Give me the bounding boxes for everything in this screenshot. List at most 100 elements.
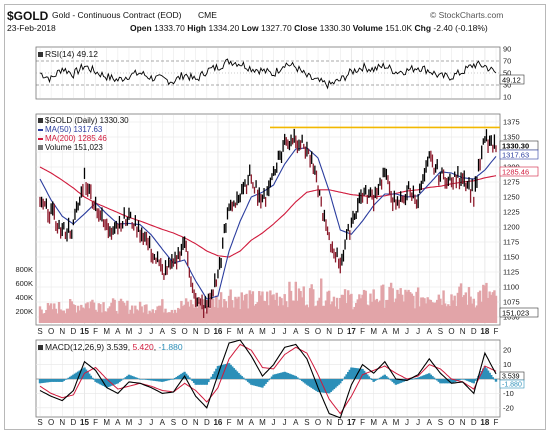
macd-histogram-bar bbox=[65, 378, 69, 380]
macd-histogram-bar bbox=[285, 372, 288, 379]
volume-bar bbox=[404, 289, 407, 323]
price-badge: 1330.30 bbox=[502, 142, 529, 151]
macd-histogram-bar bbox=[278, 373, 282, 379]
macd-x-tick-label: A bbox=[427, 418, 433, 427]
volume-bar bbox=[351, 309, 355, 323]
volume-bar bbox=[43, 313, 46, 323]
volume-bar bbox=[224, 301, 228, 323]
volume-bar bbox=[80, 304, 83, 323]
volume-bar bbox=[250, 294, 253, 323]
macd-histogram-bar bbox=[231, 366, 234, 379]
macd-histogram-bar bbox=[213, 371, 216, 379]
macd-histogram-bar bbox=[235, 371, 239, 379]
symbol-title: $GOLD bbox=[7, 9, 49, 23]
macd-histogram-bar bbox=[377, 378, 380, 380]
volume-bar bbox=[281, 305, 285, 323]
volume-bar bbox=[278, 296, 282, 323]
x-tick-label: S bbox=[37, 327, 42, 336]
volume-bar bbox=[227, 295, 231, 323]
macd-tick-label: 10 bbox=[503, 360, 511, 369]
volume-bar bbox=[277, 305, 280, 323]
macd-histogram-bar bbox=[337, 379, 340, 385]
volume-bar bbox=[401, 294, 404, 323]
price-tick-label: 1275 bbox=[503, 178, 520, 187]
macd-histogram-bar bbox=[170, 379, 174, 380]
volume-bar bbox=[380, 285, 383, 323]
macd-histogram-bar bbox=[326, 379, 329, 394]
volume-bar bbox=[126, 300, 129, 323]
macd-line bbox=[39, 339, 497, 419]
macd-histogram-bar bbox=[405, 379, 409, 381]
macd-histogram-bar bbox=[283, 371, 286, 379]
macd-histogram-bar bbox=[64, 379, 67, 380]
macd-histogram-bar bbox=[45, 379, 48, 383]
macd-histogram-bar bbox=[299, 379, 302, 380]
price-tick-label: 1350 bbox=[503, 133, 520, 142]
macd-histogram-bar bbox=[196, 379, 199, 385]
volume-bar bbox=[374, 300, 377, 323]
volume-bar bbox=[280, 298, 283, 323]
x-tick-label: A bbox=[427, 327, 433, 336]
macd-histogram-bar bbox=[312, 379, 315, 389]
volume-bar bbox=[356, 299, 359, 323]
macd-histogram-bar bbox=[461, 379, 464, 380]
volume-bar bbox=[49, 303, 53, 323]
macd-histogram-bar bbox=[490, 374, 493, 379]
volume-bar bbox=[89, 301, 93, 323]
low-value: 1327.70 bbox=[260, 23, 292, 33]
macd-histogram-bar bbox=[480, 370, 483, 379]
macd-histogram-bar bbox=[191, 379, 194, 382]
macd-badge-2-box bbox=[499, 379, 525, 389]
volume-bar bbox=[138, 301, 142, 323]
macd-histogram-bar bbox=[145, 379, 148, 380]
volume-bar bbox=[440, 304, 444, 323]
macd-histogram-bar bbox=[99, 379, 102, 385]
volume-legend-text: Volume 151,023 bbox=[45, 143, 103, 152]
macd-histogram-bar bbox=[245, 379, 248, 381]
macd-histogram-bar bbox=[199, 379, 202, 385]
macd-x-tick-label: A bbox=[382, 418, 388, 427]
volume-bar bbox=[170, 309, 174, 323]
macd-histogram-bar bbox=[345, 374, 348, 379]
chg-label: Chg bbox=[414, 23, 432, 33]
rsi-y-axis: 90 70 50 30 10 bbox=[503, 45, 511, 102]
volume-bar bbox=[275, 292, 278, 323]
macd-histogram-bar bbox=[103, 379, 107, 387]
macd-histogram-bar bbox=[111, 379, 115, 386]
macd-histogram-bar bbox=[339, 379, 342, 384]
volume-bar bbox=[84, 303, 88, 323]
macd-histogram-bar bbox=[324, 379, 328, 393]
volume-bar bbox=[367, 305, 371, 323]
volume-bar bbox=[127, 313, 131, 323]
macd-histogram-bar bbox=[261, 379, 264, 388]
volume-bar bbox=[254, 303, 258, 323]
macd-histogram-bar bbox=[372, 379, 375, 382]
volume-bar bbox=[394, 298, 398, 323]
macd-histogram-bar bbox=[375, 379, 379, 380]
volume-bar bbox=[107, 308, 110, 323]
macd-histogram-bar bbox=[254, 379, 258, 386]
macd-x-tick-label: S bbox=[438, 418, 443, 427]
macd-histogram-bar bbox=[162, 379, 166, 382]
volume-bar bbox=[493, 290, 496, 323]
macd-x-tick-label: M bbox=[393, 418, 400, 427]
volume-bar bbox=[494, 295, 498, 323]
macd-x-tick-label: M bbox=[126, 418, 133, 427]
macd-histogram-bar bbox=[391, 379, 394, 382]
macd-histogram-bar bbox=[108, 379, 112, 387]
macd-signal-line bbox=[39, 343, 497, 415]
x-tick-label: M bbox=[393, 327, 400, 336]
macd-histogram-bar bbox=[343, 376, 347, 379]
macd-histogram-bar bbox=[251, 379, 255, 386]
date-label: 23-Feb-2018 bbox=[7, 23, 56, 33]
volume-bar bbox=[318, 297, 321, 323]
x-tick-label: D bbox=[471, 327, 477, 336]
volume-bar bbox=[150, 312, 153, 323]
volume-bar bbox=[262, 300, 266, 323]
volume-bar bbox=[189, 299, 193, 323]
legend-swatch-icon bbox=[38, 52, 43, 57]
volume-bar bbox=[315, 305, 318, 323]
volume-bar bbox=[207, 306, 210, 323]
volume-bar bbox=[200, 305, 204, 323]
macd-histogram-bar bbox=[294, 376, 298, 379]
